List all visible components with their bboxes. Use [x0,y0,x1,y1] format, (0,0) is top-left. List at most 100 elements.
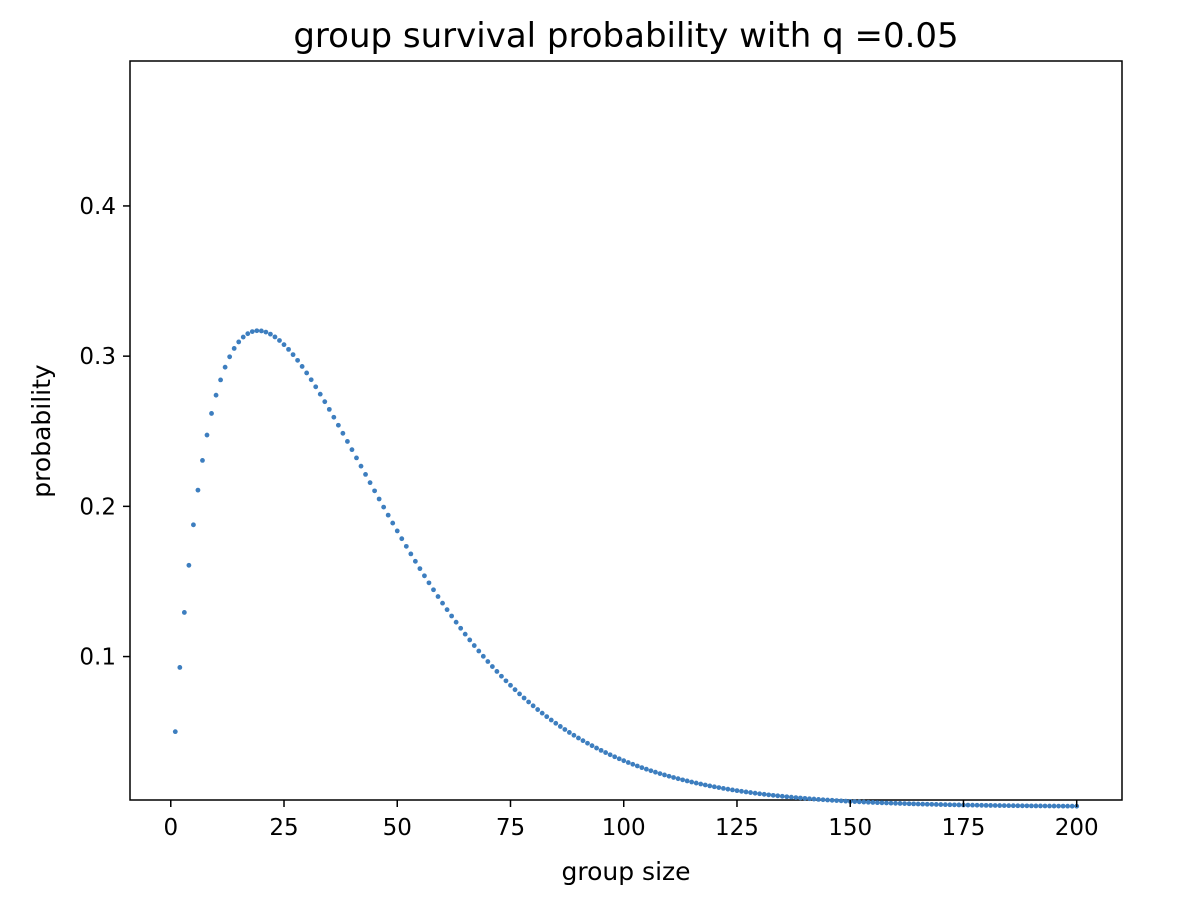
data-point [435,594,441,599]
data-point [313,384,319,390]
data-point [707,783,713,789]
data-point [363,472,368,477]
data-point [422,573,427,579]
data-point [992,803,998,808]
data-point [802,795,808,801]
data-point [281,342,287,348]
data-point [888,800,894,806]
data-point [1060,803,1066,809]
data-point [340,430,346,436]
data-point [308,377,314,383]
data-point [566,730,572,735]
data-point [865,799,871,805]
data-point [979,802,984,808]
data-point [807,796,812,802]
data-point [295,357,300,363]
data-point [671,775,676,780]
data-point [1051,803,1057,809]
data-point [725,786,731,792]
data-point [290,352,296,358]
data-point [653,769,658,775]
data-point [526,699,532,705]
data-point [793,795,799,800]
data-point [444,607,450,613]
data-point [612,754,618,760]
y-tick-label: 0.2 [79,494,116,520]
data-point [467,637,473,643]
data-point [983,802,989,808]
data-point [829,797,835,803]
data-point [621,758,627,764]
x-tick-label: 100 [602,815,646,841]
data-point [947,802,953,808]
data-point [381,504,387,510]
data-point [172,729,178,735]
data-point [354,455,359,461]
data-point [1056,803,1061,809]
data-point [508,682,513,688]
data-point [394,528,400,534]
data-point [648,768,654,774]
data-point [480,653,486,659]
data-point [870,800,876,805]
data-point [680,777,686,783]
data-point [902,801,907,807]
data-point [797,795,803,801]
data-point [920,801,926,807]
data-point [277,338,282,343]
data-point [254,328,260,334]
data-point [453,619,459,625]
data-point [734,788,740,794]
data-point [1065,803,1071,809]
x-tick-label: 150 [828,815,872,841]
data-point [784,794,790,800]
data-point [965,802,971,808]
data-point [938,802,944,807]
data-point [761,791,767,797]
data-point [458,625,464,631]
data-point [675,776,681,782]
data-point [358,463,364,469]
data-point [634,763,640,769]
data-point [503,678,509,684]
data-point [956,802,962,808]
data-point [286,346,291,352]
data-point [245,331,251,337]
data-point [730,787,735,793]
x-axis: 0 25 50 75 100 125 150 175 200 [163,800,1099,841]
data-point [349,447,355,453]
y-axis: 0.1 0.2 0.3 0.4 [79,194,130,671]
data-point [594,745,599,751]
data-point [716,785,722,790]
data-point [879,800,885,806]
data-point [367,480,373,486]
data-point [816,797,821,802]
data-point [942,802,948,808]
data-point [739,788,744,794]
x-tick-label: 25 [269,815,298,841]
data-point [512,687,518,693]
x-axis-label: group size [561,857,690,886]
data-point [825,797,830,803]
data-point [752,790,758,796]
data-point [843,798,849,804]
data-point [1069,803,1075,809]
data-point [326,406,332,412]
data-point [875,800,880,806]
data-point [227,354,233,360]
data-point [952,802,957,808]
data-point [643,766,649,772]
data-point [399,536,405,542]
data-point [915,801,921,807]
data-point [770,792,776,798]
data-point [616,756,622,762]
data-point [268,331,273,337]
data-point [970,802,975,808]
x-tick-label: 200 [1055,815,1099,841]
data-point [684,778,690,784]
data-point [426,580,432,586]
data-point [974,802,980,808]
data-point [521,695,527,701]
data-point [557,724,563,729]
